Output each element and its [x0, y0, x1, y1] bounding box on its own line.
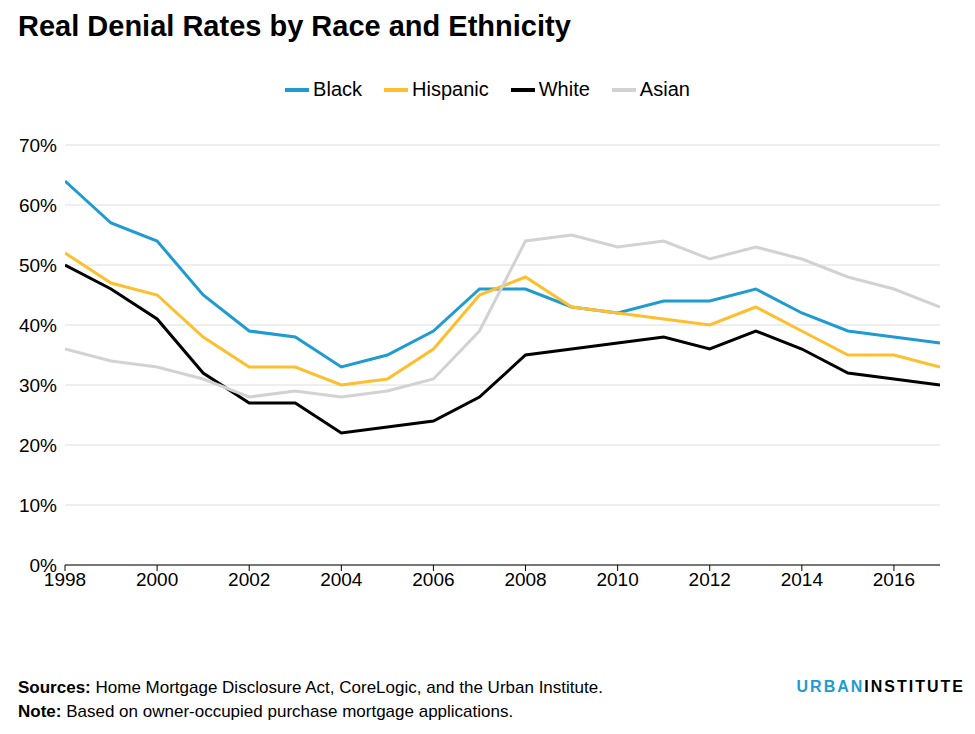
html-text:Real Denial Rates by Race and: Real Denial Rates by Race and Ethnicity: [18, 10, 571, 42]
svg-text:1998: 1998: [43, 569, 87, 591]
svg-text:0%: 0%: [30, 555, 58, 576]
svg-text:10%: 10%: [19, 495, 57, 516]
html-text:Asian: Asian: [639, 78, 690, 100]
html-text:URBAN INSTITUTE: URBAN INSTITUTE: [796, 678, 965, 695]
svg-text:2016: 2016: [873, 569, 915, 590]
svg-text:50%: 50%: [19, 255, 57, 276]
svg-text:2006: 2006: [412, 569, 454, 590]
svg-text:30%: 30%: [19, 375, 57, 396]
svg-text:2010: 2010: [596, 569, 638, 590]
html-text:Black: Black: [313, 78, 362, 100]
svg-text:2012: 2012: [689, 569, 731, 590]
html-text:Note: Based on owner-occupied: Note: Based on owner-occupied purchase m…: [18, 702, 514, 721]
svg-text:40%: 40%: [19, 315, 57, 336]
svg-text:60%: 60%: [19, 195, 57, 216]
html-text:White: White: [538, 78, 590, 100]
html-text:Sources: Home Mortgage Disclos: Sources: Home Mortgage Disclosure Act, C…: [18, 678, 603, 697]
html-text:Hispanic: Hispanic: [412, 78, 489, 100]
svg-text:20%: 20%: [19, 435, 57, 456]
svg-text:2002: 2002: [228, 569, 270, 590]
svg-text:70%: 70%: [19, 135, 57, 156]
svg-text:2004: 2004: [320, 569, 363, 590]
svg-text:2014: 2014: [781, 569, 824, 590]
svg-text:2008: 2008: [504, 569, 546, 590]
svg-text:2000: 2000: [136, 569, 178, 590]
